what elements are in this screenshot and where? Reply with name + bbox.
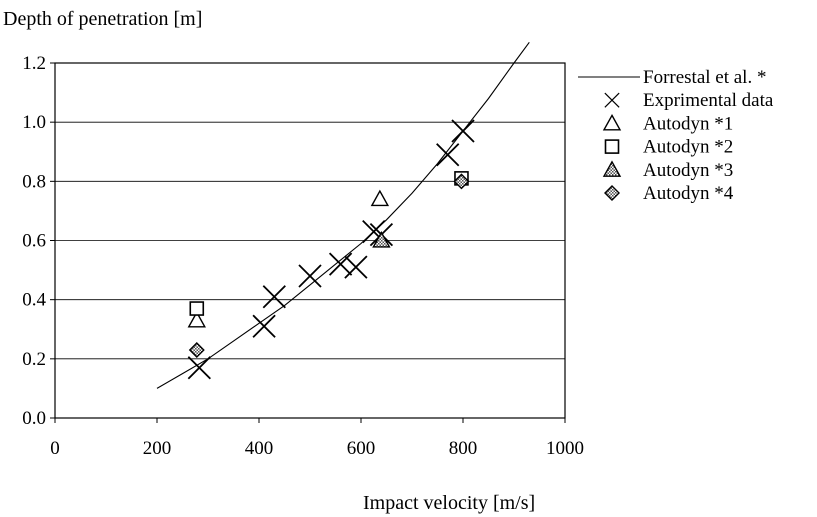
legend-item-0: Forrestal et al. * [578, 67, 766, 88]
legend-swatch-square-open [604, 139, 620, 154]
series-2-point-1 [370, 189, 390, 207]
y-axis-title: Depth of penetration [m] [3, 8, 202, 30]
legend-swatch-diamond-shaded [604, 185, 620, 201]
y-tick-label-0.4: 0.4 [22, 290, 46, 311]
series-1-point-5 [344, 255, 368, 279]
fit-curve-forrestal [156, 41, 530, 389]
legend-item-5: Autodyn *4 [604, 183, 734, 204]
x-axis-title: Impact velocity [m/s] [363, 492, 535, 514]
y-tick-label-0.6: 0.6 [22, 231, 46, 252]
y-tick-label-0.2: 0.2 [22, 349, 46, 370]
legend-label: Autodyn *4 [643, 183, 734, 204]
x-tick-label-0: 0 [50, 438, 60, 459]
gridlines [55, 121, 565, 360]
series-5-point-0 [188, 341, 205, 358]
series-1-point-4 [328, 252, 353, 276]
legend-label: Autodyn *3 [643, 160, 733, 181]
data-series [156, 41, 530, 389]
legend-label: Autodyn *2 [643, 137, 733, 158]
x-tick-label-400: 400 [245, 438, 274, 459]
legend-label: Forrestal et al. * [643, 67, 766, 88]
legend-item-4: Autodyn *3 [602, 160, 733, 181]
series-5-point-1 [453, 173, 470, 190]
x-tick-label-200: 200 [143, 438, 172, 459]
legend-label: Autodyn *1 [643, 113, 733, 134]
legend-swatch-triangle-open [602, 113, 622, 131]
y-tick-label-0.0: 0.0 [22, 408, 46, 429]
series-1-point-1 [252, 314, 276, 338]
x-tick-label-600: 600 [347, 438, 376, 459]
legend-item-2: Autodyn *1 [602, 113, 733, 134]
legend-label: Exprimental data [643, 90, 774, 111]
series-3-point-0 [189, 301, 205, 316]
legend-swatch-x [604, 92, 620, 108]
legend-item-3: Autodyn *2 [604, 137, 733, 158]
x-tick-label-800: 800 [449, 438, 478, 459]
y-tick-label-1.0: 1.0 [22, 112, 46, 133]
legend: Forrestal et al. *Exprimental dataAutody… [578, 67, 774, 204]
y-tick-label-1.2: 1.2 [22, 53, 46, 74]
series-4-point-0 [372, 231, 391, 248]
legend-item-1: Exprimental data [604, 90, 774, 111]
series-1-point-3 [298, 264, 322, 288]
series-1-point-9 [451, 119, 475, 143]
y-axis-ticks: 0.0 0.2 0.4 0.6 0.8 1.0 1.2 [22, 53, 55, 429]
x-axis-ticks: 0 200 400 600 800 1000 [50, 418, 584, 459]
series-1-point-8 [436, 143, 460, 167]
y-tick-label-0.8: 0.8 [22, 171, 46, 192]
legend-swatch-triangle-shaded [602, 160, 622, 177]
series-1-point-2 [262, 285, 286, 309]
x-tick-label-1000: 1000 [546, 438, 584, 459]
series-1-point-0 [187, 356, 211, 380]
series-2-point-0 [187, 310, 206, 328]
